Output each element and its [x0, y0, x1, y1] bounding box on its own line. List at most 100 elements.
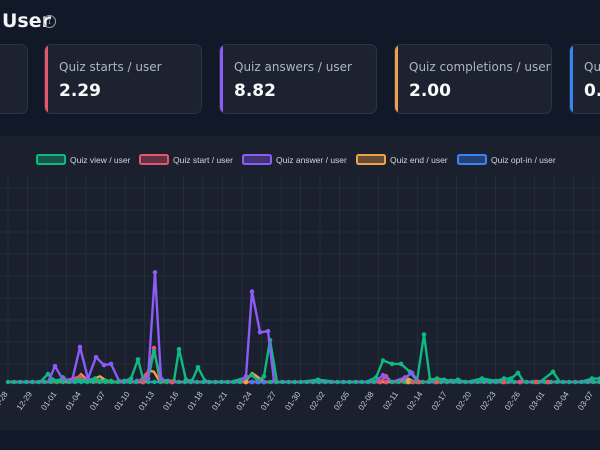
data-point[interactable]: [481, 379, 486, 385]
data-point[interactable]: [52, 363, 58, 369]
data-point[interactable]: [85, 379, 90, 385]
data-point[interactable]: [329, 379, 334, 385]
data-point[interactable]: [42, 379, 47, 385]
legend-swatch[interactable]: [242, 154, 272, 165]
data-point[interactable]: [24, 379, 29, 385]
data-point[interactable]: [77, 344, 83, 350]
data-point[interactable]: [146, 379, 151, 385]
data-point[interactable]: [469, 379, 474, 385]
data-point[interactable]: [560, 379, 566, 385]
data-point[interactable]: [567, 379, 572, 385]
legend-label[interactable]: Quiz opt-in / user: [491, 155, 556, 165]
data-point[interactable]: [579, 379, 584, 385]
legend-swatch[interactable]: [36, 154, 66, 165]
data-point[interactable]: [377, 379, 383, 385]
data-point[interactable]: [249, 372, 255, 378]
data-point[interactable]: [158, 379, 163, 385]
data-point[interactable]: [389, 361, 395, 367]
data-point[interactable]: [151, 345, 157, 351]
data-point[interactable]: [398, 361, 404, 367]
info-icon[interactable]: i: [43, 15, 56, 28]
data-point[interactable]: [11, 379, 17, 385]
data-point[interactable]: [359, 379, 364, 385]
legend-label[interactable]: Quiz answer / user: [276, 155, 347, 165]
data-point[interactable]: [133, 379, 139, 385]
data-point[interactable]: [479, 376, 485, 381]
data-point[interactable]: [219, 379, 224, 385]
legend-swatch[interactable]: [457, 154, 487, 165]
metric-card-quiz-answers[interactable]: Quiz answers / user 8.82: [219, 44, 377, 114]
data-point[interactable]: [91, 379, 96, 385]
data-point[interactable]: [127, 379, 133, 385]
legend-label[interactable]: Quiz end / user: [390, 155, 448, 165]
data-point[interactable]: [402, 379, 407, 385]
data-point[interactable]: [515, 370, 521, 376]
legend-swatch[interactable]: [139, 154, 169, 165]
data-point[interactable]: [323, 379, 328, 385]
data-point[interactable]: [298, 379, 303, 385]
data-point[interactable]: [237, 379, 242, 385]
data-point[interactable]: [176, 346, 182, 352]
data-point[interactable]: [347, 379, 352, 385]
data-point[interactable]: [405, 379, 411, 385]
data-point[interactable]: [249, 379, 255, 385]
data-point[interactable]: [128, 376, 134, 381]
data-point[interactable]: [48, 379, 53, 385]
data-point[interactable]: [390, 379, 395, 385]
data-point[interactable]: [135, 357, 141, 362]
data-point[interactable]: [182, 379, 188, 385]
data-point[interactable]: [79, 379, 84, 385]
data-point[interactable]: [207, 379, 212, 385]
data-point[interactable]: [54, 379, 59, 385]
data-point[interactable]: [421, 332, 427, 337]
data-point[interactable]: [310, 379, 316, 385]
data-point[interactable]: [255, 379, 261, 385]
data-point[interactable]: [597, 376, 600, 381]
data-point[interactable]: [383, 379, 389, 385]
data-point[interactable]: [45, 371, 51, 377]
data-point[interactable]: [396, 379, 401, 385]
data-point[interactable]: [501, 376, 507, 381]
data-point[interactable]: [66, 379, 72, 385]
data-point[interactable]: [231, 379, 236, 385]
data-point[interactable]: [524, 379, 529, 385]
data-point[interactable]: [243, 379, 249, 385]
data-point[interactable]: [92, 376, 98, 381]
data-point[interactable]: [530, 379, 535, 385]
data-point[interactable]: [438, 379, 444, 385]
data-point[interactable]: [410, 379, 416, 385]
data-point[interactable]: [152, 270, 158, 275]
data-point[interactable]: [517, 379, 523, 385]
data-point[interactable]: [164, 379, 169, 385]
data-point[interactable]: [335, 379, 340, 385]
data-point[interactable]: [140, 379, 146, 385]
data-point[interactable]: [589, 376, 595, 381]
data-point[interactable]: [72, 379, 78, 385]
data-point[interactable]: [554, 379, 560, 385]
data-point[interactable]: [261, 379, 267, 385]
data-point[interactable]: [365, 379, 371, 385]
data-point[interactable]: [550, 369, 556, 375]
data-point[interactable]: [353, 379, 358, 385]
data-point[interactable]: [591, 379, 596, 385]
data-point[interactable]: [188, 379, 194, 385]
data-point[interactable]: [108, 361, 114, 367]
data-point[interactable]: [585, 379, 590, 385]
data-point[interactable]: [36, 379, 41, 385]
metric-card-quiz-completions[interactable]: Quiz completions / user 2.00: [394, 44, 552, 114]
data-point[interactable]: [463, 379, 468, 385]
data-point[interactable]: [508, 376, 514, 381]
data-point[interactable]: [533, 379, 539, 385]
data-point[interactable]: [151, 349, 157, 354]
data-point[interactable]: [225, 379, 230, 385]
data-point[interactable]: [426, 379, 432, 385]
data-point[interactable]: [416, 379, 422, 385]
data-point[interactable]: [158, 376, 164, 381]
data-point[interactable]: [304, 379, 310, 385]
data-point[interactable]: [109, 379, 114, 385]
data-point[interactable]: [257, 329, 263, 335]
data-point[interactable]: [121, 379, 127, 385]
data-point[interactable]: [434, 376, 440, 381]
data-point[interactable]: [176, 379, 181, 385]
data-point[interactable]: [501, 379, 507, 385]
